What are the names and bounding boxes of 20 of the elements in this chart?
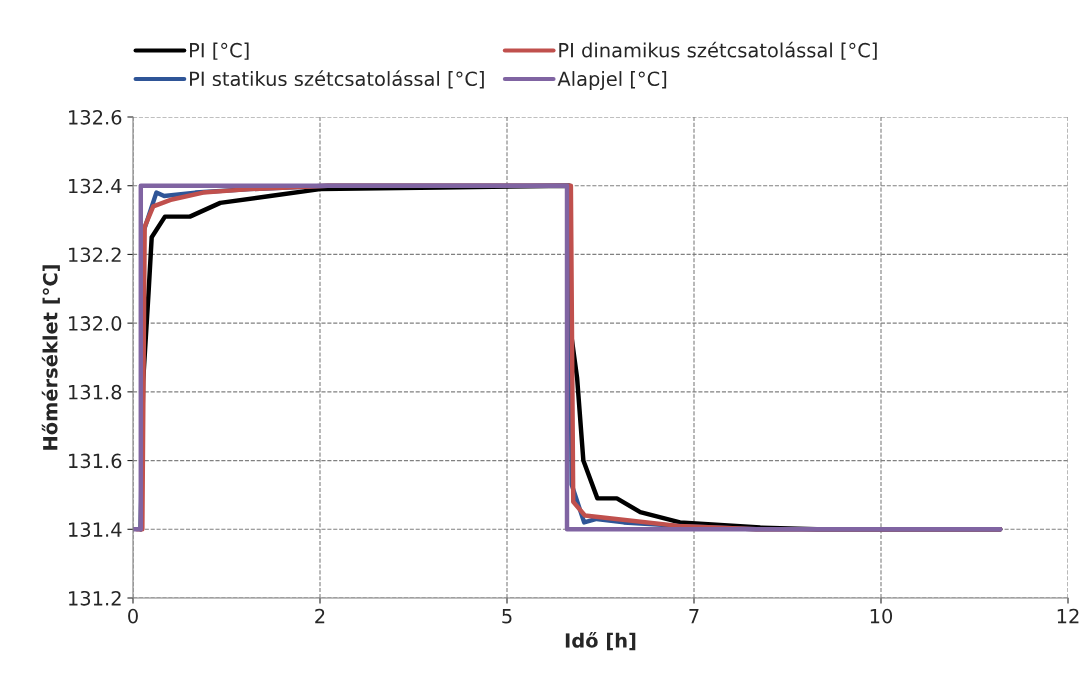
legend-label: Alapjel [°C]	[557, 71, 667, 90]
y-tick-label: 131.2	[69, 590, 121, 606]
y-tick-label: 131.4	[69, 522, 122, 537]
x-axis-title: Idő [h]	[565, 632, 636, 651]
legend-label: PI dinamikus szétcsatolással [°C]	[559, 41, 877, 60]
y-tick-label: 132.4	[69, 178, 122, 194]
legend-label: PI [°C]	[190, 42, 249, 60]
x-tick-label: 12	[1057, 608, 1079, 624]
y-tick-label: 132.6	[69, 109, 122, 125]
x-tick-label: 5	[502, 609, 512, 624]
y-tick-label: 131.8	[69, 384, 122, 400]
y-tick-label: 132.0	[69, 316, 122, 331]
y-axis-title: Hőmérséklet [°C]	[41, 265, 60, 450]
x-tick-label: 0	[128, 608, 138, 624]
legend-label: PI statikus szétcsatolással [°C]	[190, 70, 484, 89]
x-tick-label: 2	[315, 608, 325, 624]
y-tick-label: 132.2	[69, 247, 121, 263]
y-tick-label: 131.6	[69, 453, 122, 469]
x-tick-label: 10	[870, 608, 893, 624]
x-tick-label: 7	[689, 609, 699, 624]
